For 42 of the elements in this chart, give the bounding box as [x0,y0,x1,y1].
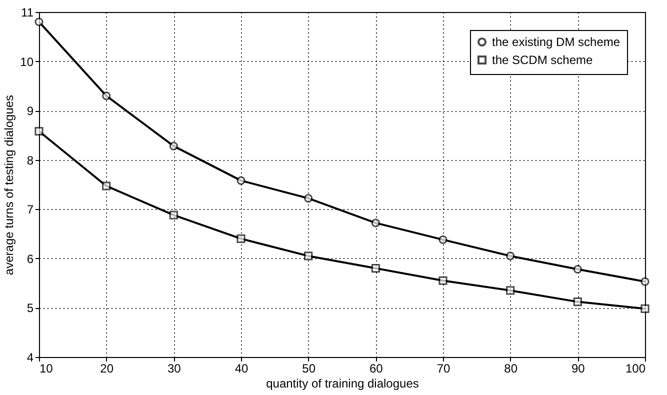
point [640,304,650,313]
point [34,18,44,26]
point [102,182,111,190]
point [573,264,582,274]
legend-label: the existing DM scheme [492,35,620,49]
point [371,264,380,273]
y-tick-label: 9 [26,104,34,118]
x-tick-label: 30 [167,362,182,376]
point [573,298,582,306]
point [236,176,246,185]
point [304,252,313,260]
y-tick-label: 5 [26,301,34,316]
y-tick-label: 7 [26,202,34,217]
y-tick-label: 6 [26,252,34,266]
x-tick-label: 60 [369,362,384,376]
x-tick-label: 10 [40,362,54,376]
point [102,92,111,100]
point [371,218,380,228]
x-tick-label: 80 [504,362,518,376]
x-tick-label: 20 [100,362,114,376]
y-tick-label: 8 [26,153,34,168]
x-tick-label: 90 [571,362,586,376]
point [506,286,515,295]
x-tick-label: 50 [302,362,316,376]
point [34,126,44,136]
y-tick-label: 11 [21,6,34,20]
y-tick-label: 10 [20,54,34,69]
point [506,252,515,260]
x-tick-label: 100 [625,362,646,376]
point [640,277,650,286]
y-axis-title: average turns of testing dialogues [2,94,16,276]
point [304,194,313,203]
point [438,276,448,285]
point [169,210,178,220]
x-axis-title: quantity of training dialogues [266,376,419,390]
x-tick-label: 70 [436,362,450,376]
y-tick-label: 4 [26,350,34,364]
x-tick-label: 40 [234,362,248,376]
legend-label: the SCDM scheme [492,53,594,67]
point [169,142,178,150]
point [236,234,246,243]
point [438,235,448,244]
